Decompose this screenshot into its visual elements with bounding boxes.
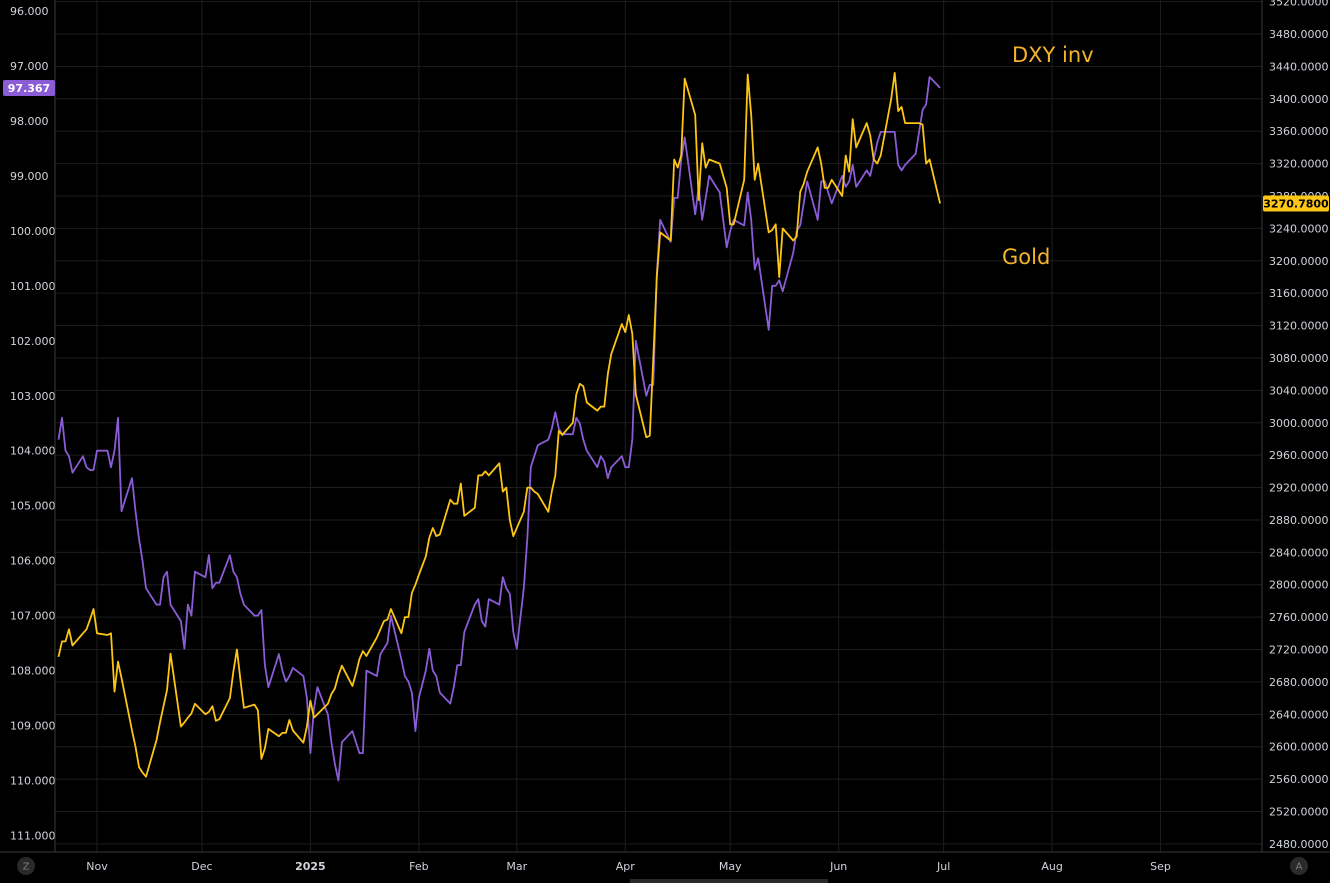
right-tick-label: 3320.0000 [1269, 158, 1329, 171]
x-tick-label: Jun [829, 860, 847, 873]
right-tick-label: 2720.0000 [1269, 644, 1329, 657]
left-tick-label: 104.000 [10, 445, 56, 458]
last-value-badges: 97.367 3270.7800 [3, 79, 1329, 212]
right-tick-label: 2840.0000 [1269, 546, 1329, 559]
right-tick-label: 3200.0000 [1269, 255, 1329, 268]
left-tick-label: 106.000 [10, 555, 56, 568]
left-tick-label: 97.000 [10, 60, 49, 73]
right-tick-label: 2640.0000 [1269, 708, 1329, 721]
left-tick-label: 96.000 [10, 5, 49, 18]
annotation-dxy-inv: DXY inv [1012, 43, 1094, 67]
right-tick-label: 3240.0000 [1269, 222, 1329, 235]
right-tick-label: 2480.0000 [1269, 838, 1329, 851]
right-tick-label: 2560.0000 [1269, 773, 1329, 786]
x-tick-label: Jul [936, 860, 950, 873]
corner-button-right-label: A [1296, 862, 1303, 873]
right-tick-label: 2920.0000 [1269, 482, 1329, 495]
right-tick-label: 3480.0000 [1269, 28, 1329, 41]
left-tick-label: 99.000 [10, 170, 49, 183]
right-tick-label: 2680.0000 [1269, 676, 1329, 689]
left-tick-label: 101.000 [10, 280, 56, 293]
right-tick-label: 2800.0000 [1269, 579, 1329, 592]
left-tick-label: 111.000 [10, 830, 56, 843]
series-line-dxy-inv [57, 76, 941, 782]
x-tick-label: 2025 [295, 860, 326, 873]
right-tick-label: 3000.0000 [1269, 417, 1329, 430]
right-tick-label: 3160.0000 [1269, 287, 1329, 300]
dxy-last-value: 97.367 [8, 82, 50, 95]
corner-button-right-shape [1290, 857, 1308, 875]
right-tick-label: 2760.0000 [1269, 611, 1329, 624]
left-tick-label: 110.000 [10, 775, 56, 788]
annotations: DXY inv Gold [1002, 43, 1094, 269]
x-tick-label: Dec [191, 860, 212, 873]
left-tick-label: 98.000 [10, 115, 49, 128]
x-tick-label: Nov [86, 860, 108, 873]
right-tick-label: 3120.0000 [1269, 320, 1329, 333]
scroll-handle[interactable] [630, 879, 828, 883]
corner-button-left-shape [17, 857, 35, 875]
annotation-gold: Gold [1002, 245, 1050, 269]
corner-controls: Z A [17, 857, 1308, 883]
right-tick-label: 3080.0000 [1269, 352, 1329, 365]
corner-button-left-label: Z [23, 862, 30, 873]
left-tick-label: 107.000 [10, 610, 56, 623]
x-tick-label: Aug [1041, 860, 1062, 873]
left-tick-label: 105.000 [10, 500, 56, 513]
x-tick-label: Sep [1150, 860, 1171, 873]
left-tick-label: 102.000 [10, 335, 56, 348]
dxy-last-badge [3, 79, 55, 96]
series-line-gold [57, 72, 941, 778]
series-layer [57, 72, 941, 782]
right-tick-label: 3440.0000 [1269, 60, 1329, 73]
corner-button-left[interactable]: Z [17, 857, 35, 875]
right-tick-label: 3400.0000 [1269, 93, 1329, 106]
x-tick-label: Feb [409, 860, 428, 873]
grid-lines [55, 0, 1262, 852]
right-tick-label: 3360.0000 [1269, 125, 1329, 138]
gold-last-value: 3270.7800 [1263, 197, 1329, 210]
x-tick-label: Mar [506, 860, 527, 873]
right-tick-label: 3040.0000 [1269, 384, 1329, 397]
right-tick-label: 2960.0000 [1269, 449, 1329, 462]
right-tick-label: 2880.0000 [1269, 514, 1329, 527]
left-tick-label: 108.000 [10, 665, 56, 678]
right-tick-label: 2520.0000 [1269, 806, 1329, 819]
gold-last-badge [1263, 195, 1329, 212]
left-tick-label: 103.000 [10, 390, 56, 403]
right-tick-label: 3520.0000 [1269, 0, 1329, 9]
x-tick-label: May [719, 860, 742, 873]
left-tick-label: 109.000 [10, 720, 56, 733]
right-tick-label: 2600.0000 [1269, 741, 1329, 754]
left-tick-label: 100.000 [10, 225, 56, 238]
corner-button-right[interactable]: A [1290, 857, 1308, 875]
x-tick-label: Apr [616, 860, 636, 873]
